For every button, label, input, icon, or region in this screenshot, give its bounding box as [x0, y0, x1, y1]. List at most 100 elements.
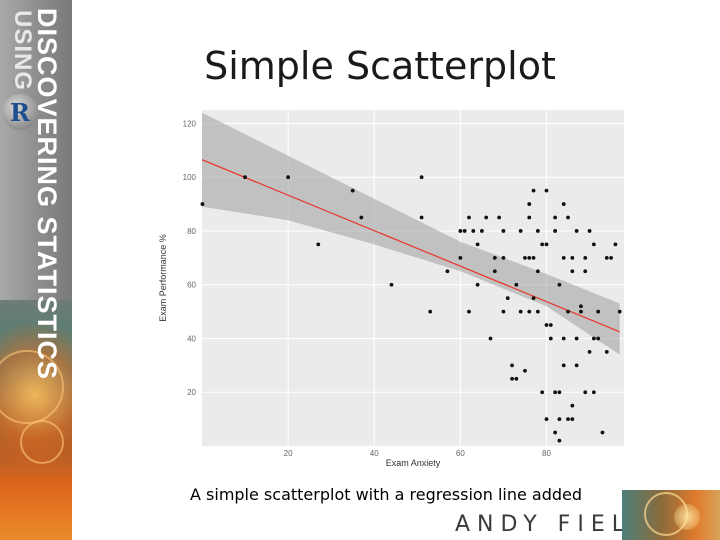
data-point: [492, 269, 497, 274]
data-point: [570, 403, 575, 408]
y-tick-label: 60: [187, 281, 196, 290]
data-point: [570, 417, 575, 422]
data-point: [527, 255, 532, 260]
data-point: [389, 282, 394, 287]
x-tick-label: 20: [284, 449, 293, 458]
data-point: [570, 255, 575, 260]
data-point: [286, 175, 291, 180]
data-point: [544, 242, 549, 247]
slide-title: Simple Scatterplot: [204, 44, 556, 88]
data-point: [467, 309, 471, 314]
y-tick-label: 80: [187, 227, 196, 236]
data-point: [540, 390, 545, 395]
data-point: [531, 188, 536, 193]
data-point: [566, 309, 570, 314]
data-point: [609, 255, 613, 260]
data-point: [316, 242, 321, 247]
data-point: [510, 376, 514, 381]
data-point: [591, 336, 596, 341]
data-point: [557, 282, 562, 287]
data-point: [561, 336, 566, 341]
y-tick-label: 20: [187, 388, 196, 397]
data-point: [561, 255, 566, 260]
data-point: [574, 363, 579, 368]
regression-line: [201, 159, 620, 333]
x-tick-labels: 20 40 60 80: [284, 449, 552, 458]
data-point: [467, 215, 471, 220]
data-point: [501, 255, 506, 260]
data-point: [200, 202, 205, 206]
data-point: [475, 242, 480, 247]
data-point: [535, 229, 540, 233]
x-tick-label: 40: [370, 449, 379, 458]
data-point: [570, 269, 575, 274]
data-point: [527, 215, 532, 220]
data-point: [553, 215, 558, 220]
data-point: [596, 309, 601, 314]
data-point: [419, 175, 424, 180]
data-point: [591, 242, 596, 247]
data-point: [540, 242, 545, 247]
data-point: [613, 242, 618, 247]
data-point: [523, 368, 527, 373]
data-point: [566, 215, 570, 220]
data-point: [596, 336, 601, 341]
sidebar-banner: DISCOVERING STATISTICS USING R: [0, 0, 72, 540]
data-point: [510, 363, 514, 368]
data-point: [488, 336, 493, 341]
data-point: [419, 215, 424, 220]
data-point: [583, 390, 588, 395]
y-tick-label: 100: [183, 173, 197, 182]
data-point: [604, 350, 609, 354]
data-point: [475, 282, 480, 287]
data-point: [587, 229, 592, 233]
data-point: [501, 229, 506, 233]
data-point: [544, 188, 549, 193]
data-point: [458, 229, 463, 233]
y-axis-label: Exam Performance %: [158, 234, 168, 322]
data-point: [505, 296, 510, 301]
data-point: [553, 430, 558, 435]
data-point: [544, 417, 549, 422]
data-point: [557, 390, 562, 395]
data-point: [566, 417, 570, 422]
data-point: [497, 215, 502, 220]
data-point: [462, 229, 467, 233]
data-point: [617, 309, 622, 314]
sidebar-top-panel: [0, 0, 72, 300]
data-point: [535, 269, 540, 274]
data-point: [458, 255, 463, 260]
sidebar-ring-art: [20, 420, 64, 464]
data-point: [518, 309, 523, 314]
data-point: [548, 336, 553, 341]
data-point: [514, 282, 519, 287]
r-logo-letter: R: [10, 97, 30, 127]
data-point: [527, 202, 532, 206]
data-point: [514, 376, 519, 381]
data-point: [600, 430, 605, 435]
y-tick-label: 40: [187, 334, 196, 343]
data-point: [557, 438, 562, 443]
data-point: [523, 255, 527, 260]
data-point: [484, 215, 489, 220]
x-axis-label: Exam Anxiety: [386, 458, 441, 468]
data-point: [579, 304, 583, 309]
x-tick-label: 60: [456, 449, 465, 458]
data-point: [479, 229, 484, 233]
data-point: [544, 323, 549, 327]
data-point: [531, 255, 536, 260]
data-point: [561, 202, 566, 206]
data-point: [574, 229, 579, 233]
x-tick-label: 80: [542, 449, 551, 458]
data-point: [591, 390, 596, 395]
data-point: [553, 229, 558, 233]
data-point: [359, 215, 364, 220]
y-tick-label: 120: [183, 119, 197, 128]
corner-decoration: [622, 490, 720, 540]
data-point: [518, 229, 523, 233]
data-point: [579, 309, 583, 314]
data-point: [587, 350, 592, 354]
data-point: [428, 309, 433, 314]
data-point: [527, 309, 532, 314]
y-tick-labels: 20 40 60 80 100 120: [183, 119, 197, 397]
